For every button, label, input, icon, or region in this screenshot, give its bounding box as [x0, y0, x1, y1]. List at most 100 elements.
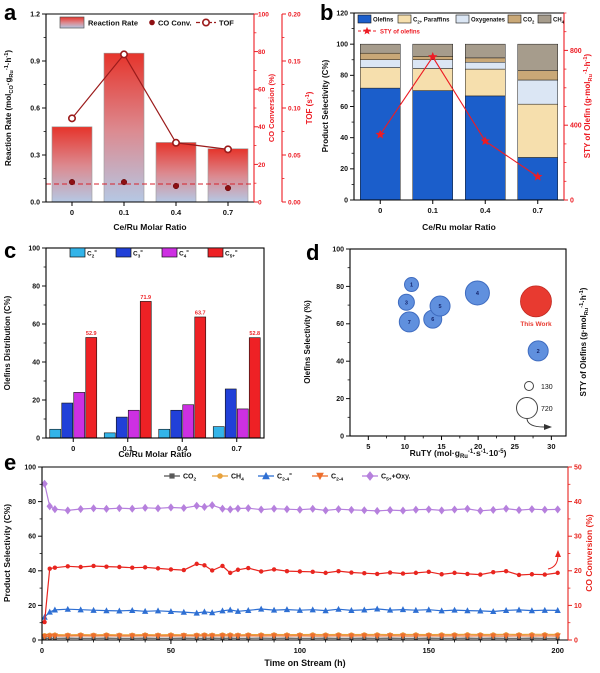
- svg-path: [348, 607, 355, 614]
- stack-segment: [465, 95, 506, 201]
- svg-circle: [503, 568, 509, 574]
- stack-segment: [517, 103, 558, 158]
- svg-polyline: [71, 53, 229, 150]
- panel-a-label: a: [4, 0, 17, 25]
- label: 60: [258, 87, 266, 94]
- label: 40: [574, 499, 582, 506]
- svg-tspan: 7: [408, 320, 411, 326]
- svg-tspan: 0.9: [30, 58, 40, 65]
- svg-path: [209, 633, 216, 640]
- svg-path: [528, 607, 536, 614]
- svg-tspan: CO Conversion (%): [267, 73, 276, 142]
- label: 0: [70, 208, 74, 217]
- dist-bar: [248, 337, 261, 439]
- panel-b-label: b: [320, 0, 334, 25]
- svg-circle: [478, 572, 483, 577]
- svg-tspan: 80: [32, 283, 40, 290]
- svg-path: [528, 505, 536, 514]
- svg-circle: [374, 571, 380, 577]
- svg-path: [541, 606, 548, 613]
- svg-tspan: TOF: [219, 19, 234, 28]
- svg-tspan: 0: [71, 444, 75, 453]
- svg-tspan: -1: [583, 56, 589, 61]
- svg-circle: [181, 567, 187, 573]
- svg-tspan: 0.1: [428, 206, 438, 215]
- label: 20: [258, 162, 266, 169]
- label: 0.7: [223, 208, 233, 217]
- svg-path: [532, 171, 543, 181]
- svg-path: [348, 633, 355, 640]
- svg-tspan: 0.05: [288, 152, 301, 159]
- svg-tspan: =: [94, 249, 97, 254]
- tof-axis-label: TOF (s-1): [305, 91, 314, 124]
- svg-path: [477, 633, 484, 640]
- axes: 0 20 40 60 80 100 120 0 400 800 0 0.1 0.4 0.7: [336, 10, 581, 215]
- svg-tspan: 80: [28, 499, 36, 506]
- label: 20: [28, 603, 36, 610]
- label: 120: [336, 10, 348, 17]
- label: 40: [28, 568, 36, 575]
- svg-circle: [336, 568, 341, 574]
- legend-swatch: [69, 247, 86, 258]
- svg-path: [270, 633, 278, 640]
- svg-tspan: 60: [336, 321, 344, 328]
- label: Reaction Rate: [88, 19, 138, 28]
- svg-circle: [246, 565, 251, 571]
- label: 20: [336, 396, 344, 403]
- svg-path: [258, 633, 265, 640]
- svg-tspan: 2: [92, 253, 95, 258]
- label: 0: [570, 197, 574, 204]
- label: 130: [541, 384, 553, 391]
- svg-tspan: -1: [481, 449, 487, 455]
- label: C2=: [87, 249, 97, 259]
- svg-circle: [439, 572, 444, 577]
- svg-tspan: 40: [258, 124, 266, 131]
- svg-tspan: ·h: [583, 61, 592, 69]
- svg-path: [361, 633, 368, 640]
- svg-circle: [258, 569, 264, 574]
- co-conversion-marker: [120, 179, 128, 186]
- svg-circle: [349, 570, 354, 575]
- size-legend-small: [524, 381, 534, 391]
- svg-path: [283, 505, 291, 514]
- axes: 0 20 40 60 80 100 0 0.1 0.4 0.7: [28, 245, 265, 453]
- svg-tspan: Ce/Ru Molar Ratio: [113, 222, 186, 232]
- svg-tspan: 100: [294, 646, 307, 655]
- svg-tspan: ·h: [4, 58, 13, 66]
- svg-tspan: 0: [40, 646, 44, 655]
- svg-circle: [194, 561, 199, 567]
- label: 50: [167, 646, 175, 655]
- svg-path: [201, 502, 208, 512]
- svg-path: [167, 633, 175, 640]
- panel-d-chart: 1 3 7 6 5 4 2 This Work 0 20 40 60 80 100 5 10 15 20 25 30 1…: [303, 246, 590, 459]
- svg-tspan: CO: [9, 85, 15, 94]
- label: 15: [437, 442, 445, 451]
- svg-tspan: ·10: [486, 448, 499, 458]
- svg-tspan: 800: [570, 48, 582, 55]
- panel-d-label: d: [306, 240, 320, 265]
- label: 0: [378, 206, 382, 215]
- svg-circle: [217, 473, 223, 479]
- svg-tspan: 100: [332, 246, 344, 253]
- svg-path: [142, 633, 149, 640]
- svg-path: [464, 633, 471, 640]
- reaction-rate-bar: [207, 148, 249, 203]
- svg-tspan: Ru: [9, 70, 15, 78]
- label: C5+=: [225, 249, 238, 259]
- svg-path: [90, 504, 97, 513]
- tof-swatch: [202, 18, 211, 27]
- svg-path: [515, 606, 523, 613]
- co-conversion-axis-label: CO Conversion (%): [267, 73, 276, 142]
- label: 0: [71, 444, 75, 453]
- panel-e-chart: 0 20 40 60 80 100 0 10 20 30 40 50 0 50 100 150 200 CO2 CH…: [2, 464, 594, 668]
- label: C2-4=: [277, 473, 292, 483]
- svg-tspan: 130: [541, 384, 553, 391]
- svg-path: [322, 607, 329, 614]
- reference-bubble: [429, 295, 451, 317]
- svg-path: [322, 506, 329, 515]
- svg-tspan: 0.1: [123, 444, 133, 453]
- svg-tspan: 0.10: [288, 105, 301, 112]
- svg-path: [386, 606, 394, 613]
- svg-path: [480, 136, 491, 146]
